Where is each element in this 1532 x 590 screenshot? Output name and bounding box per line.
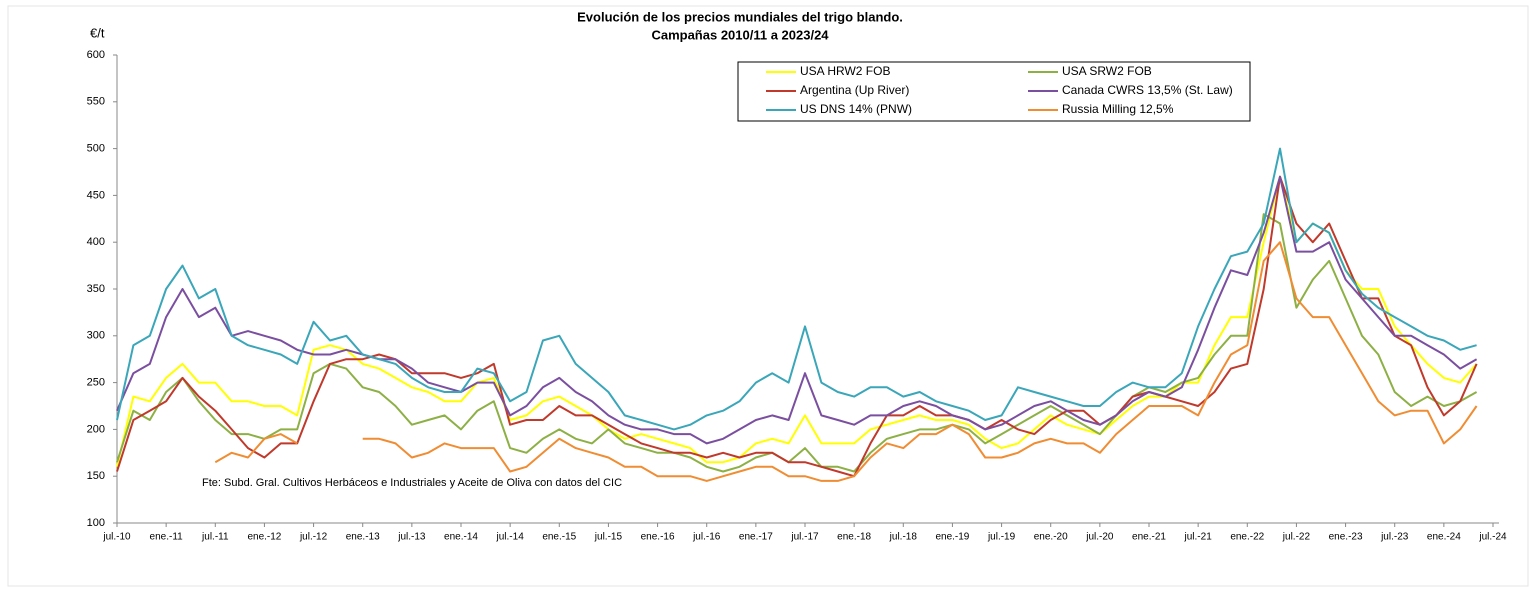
y-tick-label: 400: [87, 236, 105, 248]
x-tick-label: ene.-17: [739, 532, 773, 543]
y-tick-label: 450: [87, 189, 105, 201]
x-tick-label: ene.-11: [150, 532, 184, 543]
x-tick-label: jul.-17: [790, 532, 819, 543]
y-axis-label: €/t: [90, 25, 105, 40]
x-tick-label: jul.-13: [397, 532, 426, 543]
series-line: [116, 175, 1478, 468]
legend-label: Russia Milling 12,5%: [1062, 102, 1174, 116]
x-tick-label: ene.-21: [1132, 532, 1166, 543]
y-tick-label: 100: [87, 517, 105, 529]
x-tick-label: ene.-15: [542, 532, 576, 543]
legend-label: USA SRW2 FOB: [1062, 64, 1152, 78]
y-tick-label: 350: [87, 283, 105, 295]
x-tick-label: jul.-21: [1184, 532, 1213, 543]
x-tick-label: ene.-14: [444, 532, 478, 543]
chart-subtitle: Campañas 2010/11 a 2023/24: [651, 27, 829, 42]
x-tick-label: ene.-12: [247, 532, 281, 543]
y-tick-label: 150: [87, 470, 105, 482]
x-tick-label: jul.-22: [1282, 532, 1311, 543]
y-tick-label: 200: [87, 423, 105, 435]
x-tick-label: jul.-10: [102, 532, 131, 543]
x-tick-label: ene.-22: [1230, 532, 1264, 543]
legend: [737, 61, 1251, 122]
x-tick-label: ene.-20: [1034, 532, 1068, 543]
x-tick-label: ene.-23: [1329, 532, 1363, 543]
x-tick-label: jul.-11: [201, 532, 229, 543]
series-line: [214, 241, 1478, 482]
x-tick-label: jul.-19: [987, 532, 1016, 543]
series-line: [116, 213, 1478, 473]
x-tick-label: ene.-24: [1427, 532, 1461, 543]
x-tick-label: ene.-19: [935, 532, 969, 543]
series-line: [116, 175, 1478, 445]
series-line: [116, 175, 1478, 478]
x-tick-label: jul.-24: [1478, 532, 1507, 543]
x-tick-label: jul.-23: [1380, 532, 1409, 543]
x-tick-label: jul.-20: [1085, 532, 1114, 543]
x-tick-label: ene.-16: [641, 532, 675, 543]
legend-label: USA HRW2 FOB: [800, 64, 890, 78]
x-tick-label: ene.-13: [346, 532, 380, 543]
legend-label: Argentina (Up River): [800, 83, 909, 97]
x-tick-label: ene.-18: [837, 532, 871, 543]
x-tick-label: jul.-18: [889, 532, 918, 543]
x-tick-label: jul.-14: [496, 532, 525, 543]
x-tick-label: jul.-16: [692, 532, 721, 543]
y-tick-label: 300: [87, 330, 105, 342]
legend-label: US DNS 14% (PNW): [800, 102, 912, 116]
y-tick-label: 550: [87, 96, 105, 108]
source-note: Fte: Subd. Gral. Cultivos Herbáceos e In…: [202, 477, 622, 489]
y-tick-label: 500: [87, 143, 105, 155]
series-line: [116, 147, 1477, 431]
y-tick-label: 250: [87, 377, 105, 389]
x-tick-label: jul.-12: [299, 532, 328, 543]
x-tick-label: jul.-15: [594, 532, 623, 543]
legend-label: Canada CWRS 13,5% (St. Law): [1062, 83, 1233, 97]
frame: [7, 5, 1529, 587]
y-tick-label: 600: [87, 49, 105, 61]
chart-title: Evolución de los precios mundiales del t…: [577, 9, 903, 24]
